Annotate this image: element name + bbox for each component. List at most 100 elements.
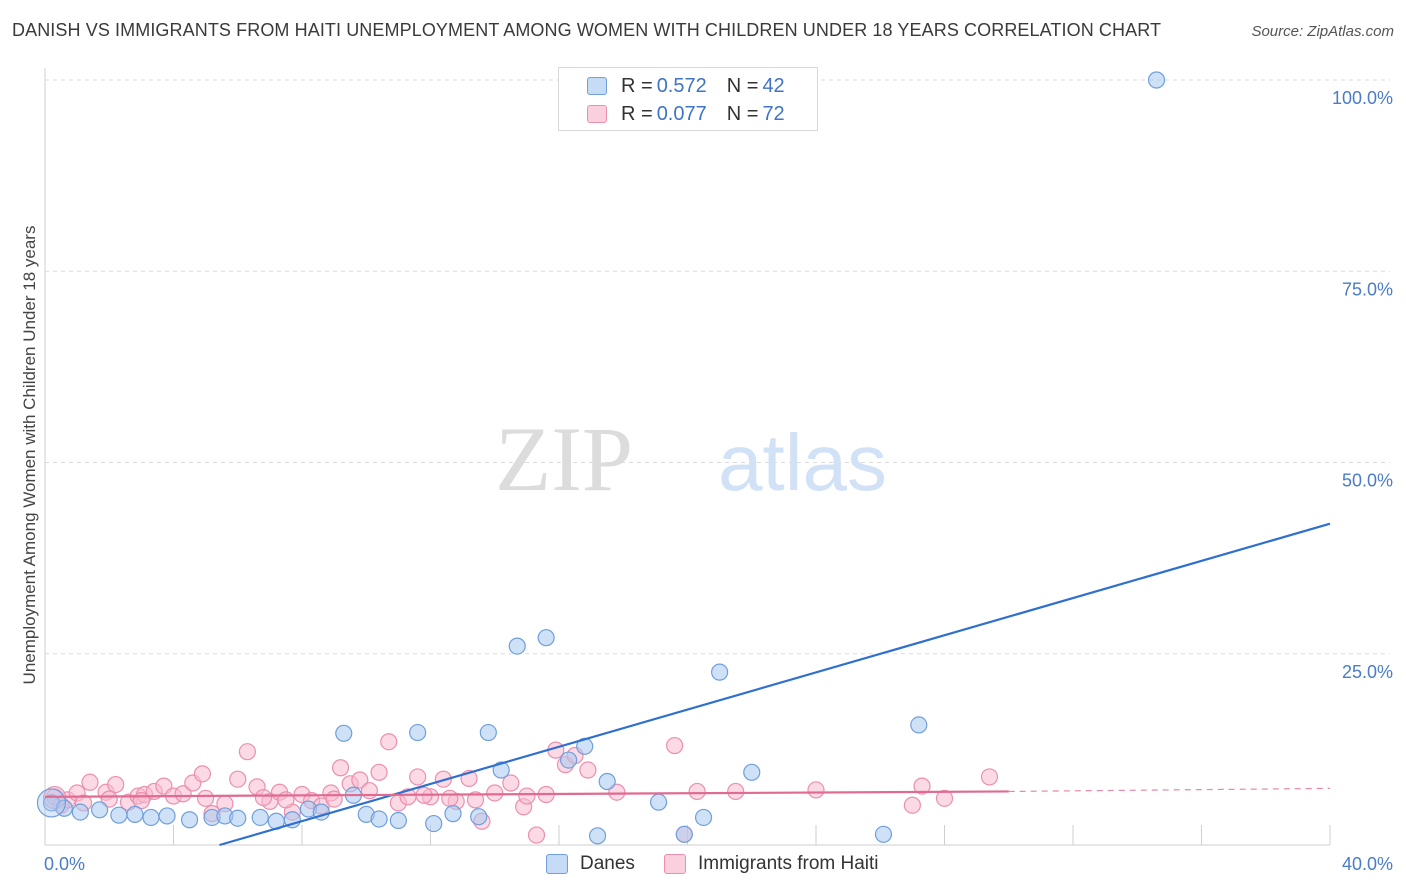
haiti-point <box>913 777 931 795</box>
haiti-point <box>903 796 921 814</box>
haiti-point <box>980 768 999 786</box>
watermark-atlas: atlas <box>718 418 887 507</box>
danes-point <box>444 805 462 823</box>
haiti-point <box>229 770 247 788</box>
haiti-point <box>107 775 125 794</box>
legend-r-label: R = <box>621 102 653 125</box>
danes-point <box>409 723 427 742</box>
danes-point <box>180 811 199 829</box>
haiti-point <box>935 789 954 807</box>
bottom-legend-label-danes: Danes <box>580 853 635 874</box>
haiti-point <box>331 759 350 777</box>
danes-trendline <box>219 522 1331 847</box>
haiti-point <box>380 733 398 751</box>
tick-labels: 25.0% 50.0% 75.0% 100.0% 0.0% 40.0% <box>44 88 1393 874</box>
haiti-point <box>325 790 343 808</box>
haiti-point <box>807 781 825 799</box>
danes-point <box>370 810 388 828</box>
legend-n-label: N = <box>726 74 759 97</box>
source-credit: Source: ZipAtlas.com <box>1251 23 1394 40</box>
danes-point <box>479 723 497 742</box>
danes-point <box>508 637 526 655</box>
haiti-point <box>486 784 504 802</box>
haiti-point <box>100 790 118 808</box>
haiti-point <box>254 788 273 807</box>
haiti-point <box>502 774 520 792</box>
legend-n-value: 72 <box>762 102 785 125</box>
bottom-legend-haiti: Immigrants from Haiti <box>664 852 879 876</box>
haiti-point <box>688 782 706 801</box>
danes-point <box>251 808 269 827</box>
danes-point <box>91 801 109 819</box>
haiti-point <box>277 791 295 809</box>
danes-point <box>389 811 407 830</box>
danes-point <box>126 805 144 824</box>
haiti-point <box>351 771 369 789</box>
danes-point <box>492 761 510 779</box>
danes-point <box>71 803 89 821</box>
y-axis-label: Unemployment Among Women with Children U… <box>20 226 39 685</box>
danes-point <box>694 808 713 827</box>
legend-row-danes: R = 0.572 N = 42 <box>559 73 785 99</box>
haiti-point <box>727 782 745 801</box>
haiti-point <box>518 787 536 805</box>
haiti-point <box>174 785 192 803</box>
x-tick-label: 40.0% <box>1342 854 1393 874</box>
danes-point <box>229 809 247 827</box>
danes-point <box>649 793 668 811</box>
y-tick-label: 100.0% <box>1332 88 1393 108</box>
haiti-point <box>466 791 485 809</box>
haiti-trendline <box>44 790 1009 798</box>
correlation-legend: R = 0.572 N = 42 R = 0.077 N = 72 <box>558 67 818 131</box>
legend-swatch-haiti <box>587 105 607 123</box>
haiti-point <box>81 773 99 791</box>
danes-point <box>470 808 488 826</box>
danes-point <box>142 808 160 827</box>
danes-point <box>425 814 443 833</box>
legend-r-value: 0.572 <box>656 74 707 97</box>
danes-point <box>588 827 607 845</box>
danes-point <box>598 772 616 791</box>
haiti-point <box>579 761 597 779</box>
x-tick-label: 0.0% <box>44 854 85 874</box>
haiti-point <box>527 826 546 844</box>
chart-title: DANISH VS IMMIGRANTS FROM HAITI UNEMPLOY… <box>12 20 1162 40</box>
legend-n-label: N = <box>726 102 759 125</box>
haiti-point <box>370 763 388 781</box>
danes-point <box>158 807 176 825</box>
haiti-point <box>608 783 626 801</box>
legend-row-haiti: R = 0.077 N = 72 <box>559 101 785 127</box>
legend-r-value: 0.077 <box>656 102 707 125</box>
danes-point <box>910 716 928 734</box>
haiti-point <box>409 768 427 786</box>
y-tick-label: 25.0% <box>1342 662 1393 682</box>
y-tick-label: 50.0% <box>1342 471 1393 491</box>
haiti-point <box>360 782 379 800</box>
danes-point <box>874 825 893 843</box>
watermark-zip: ZIP <box>495 408 633 510</box>
haiti-point <box>666 736 684 755</box>
danes-point <box>335 724 353 742</box>
bottom-legend-swatch-danes <box>546 854 568 874</box>
bottom-legend-label-haiti: Immigrants from Haiti <box>698 853 879 874</box>
y-tick-label: 75.0% <box>1342 279 1393 299</box>
danes-point <box>711 663 729 681</box>
bottom-legend-swatch-haiti <box>664 854 686 874</box>
haiti-point <box>197 789 215 807</box>
legend-swatch-danes <box>587 77 607 95</box>
watermark: ZIP atlas <box>495 408 887 510</box>
haiti-point <box>441 789 459 807</box>
bottom-legend-danes: Danes <box>546 852 635 876</box>
legend-r-label: R = <box>621 74 653 97</box>
danes-point <box>743 763 761 781</box>
danes-point <box>537 629 555 647</box>
danes-point <box>1147 71 1166 89</box>
haiti-point <box>193 765 212 783</box>
haiti-point <box>238 743 256 761</box>
haiti-trendline <box>1008 787 1331 793</box>
series-danes <box>36 71 1166 845</box>
trendlines <box>44 522 1331 847</box>
gridlines <box>45 79 1390 655</box>
legend-n-value: 42 <box>762 74 785 97</box>
danes-point-cluster <box>36 788 67 818</box>
